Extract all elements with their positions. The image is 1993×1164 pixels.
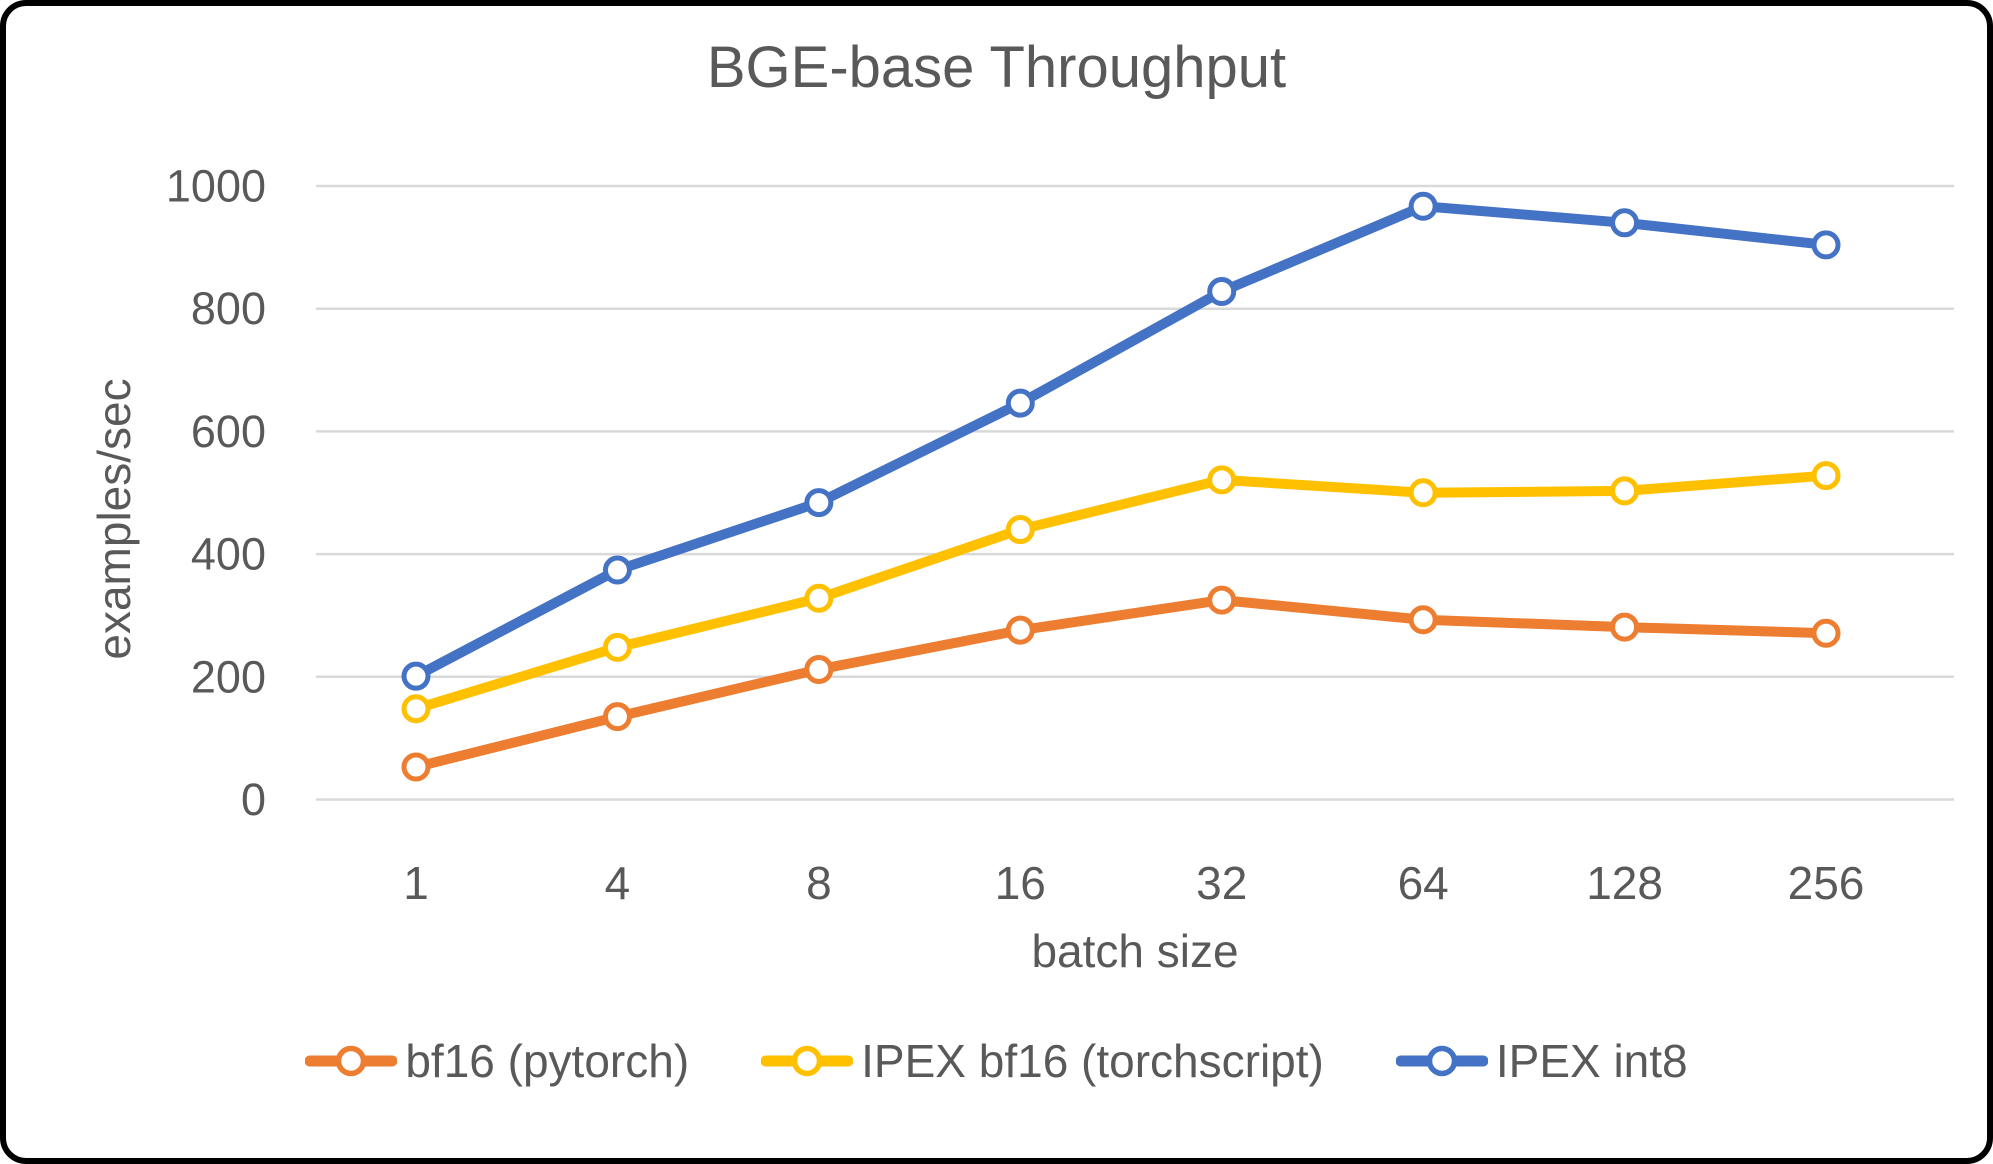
series-line-ipex-bf16-torchscript bbox=[411, 470, 1832, 714]
data-point-marker-ipex-bf16-torchscript bbox=[1005, 515, 1035, 545]
data-point-marker-ipex-int8 bbox=[1408, 191, 1438, 221]
data-point-marker-ipex-int8 bbox=[401, 661, 431, 691]
y-tick-label: 0 bbox=[241, 774, 266, 825]
data-point-marker-ipex-int8 bbox=[1811, 230, 1841, 260]
legend-label: bf16 (pytorch) bbox=[405, 1035, 690, 1087]
data-point-marker-bf16-pytorch bbox=[1005, 615, 1035, 645]
data-point-marker-ipex-bf16-torchscript bbox=[602, 632, 632, 662]
x-tick-label: 16 bbox=[995, 857, 1046, 909]
x-tick-label: 1 bbox=[403, 857, 429, 909]
series-line-bf16-pytorch bbox=[411, 595, 1832, 772]
data-point-marker-bf16-pytorch bbox=[1408, 605, 1438, 635]
data-point-marker-ipex-int8 bbox=[1207, 277, 1237, 307]
legend-line-marker-icon bbox=[761, 1045, 854, 1077]
x-tick-label: 8 bbox=[806, 857, 832, 909]
x-tick-label: 32 bbox=[1196, 857, 1247, 909]
data-point-marker-ipex-int8 bbox=[602, 555, 632, 585]
legend-item-bf16-pytorch: bf16 (pytorch) bbox=[305, 1034, 689, 1088]
y-tick-label: 800 bbox=[191, 283, 266, 334]
y-tick-label: 400 bbox=[191, 529, 266, 580]
y-tick-label: 600 bbox=[191, 406, 266, 457]
data-point-marker-bf16-pytorch bbox=[401, 752, 431, 782]
legend-item-ipex-int8: IPEX int8 bbox=[1395, 1034, 1688, 1088]
data-point-marker-ipex-bf16-torchscript bbox=[804, 583, 834, 613]
data-point-marker-bf16-pytorch bbox=[1207, 585, 1237, 615]
data-point-marker-ipex-bf16-torchscript bbox=[1610, 476, 1640, 506]
data-point-marker-ipex-int8 bbox=[804, 488, 834, 518]
legend-line-marker-icon bbox=[305, 1045, 398, 1077]
data-point-marker-ipex-bf16-torchscript bbox=[1811, 461, 1841, 491]
y-tick-label: 1000 bbox=[166, 161, 266, 212]
data-point-marker-ipex-int8 bbox=[1005, 388, 1035, 418]
legend-line-marker-icon bbox=[1395, 1045, 1488, 1077]
x-tick-label: 4 bbox=[605, 857, 631, 909]
x-tick-label: 64 bbox=[1398, 857, 1449, 909]
chart-title: BGE-base Throughput bbox=[706, 35, 1287, 100]
data-point-marker-ipex-bf16-torchscript bbox=[1207, 465, 1237, 495]
legend-label: IPEX bf16 (torchscript) bbox=[861, 1035, 1324, 1087]
data-point-marker-bf16-pytorch bbox=[804, 654, 834, 684]
y-tick-label: 200 bbox=[191, 651, 266, 702]
x-axis-title: batch size bbox=[1031, 925, 1239, 977]
x-tick-label: 128 bbox=[1586, 857, 1663, 909]
legend: bf16 (pytorch) IPEX bf16 (torchscript) I… bbox=[6, 1034, 1987, 1088]
plot-area: 0 200 400 600 800 1000 1 4 8 16 32 64 128 256 bbox=[166, 161, 1954, 909]
legend-item-ipex-bf16-torchscript: IPEX bf16 (torchscript) bbox=[761, 1034, 1324, 1088]
x-tick-label: 256 bbox=[1788, 857, 1865, 909]
data-point-marker-ipex-bf16-torchscript bbox=[1408, 478, 1438, 508]
data-point-marker-ipex-bf16-torchscript bbox=[401, 694, 431, 724]
data-point-marker-bf16-pytorch bbox=[1811, 618, 1841, 648]
data-point-marker-ipex-int8 bbox=[1610, 208, 1640, 238]
data-point-marker-bf16-pytorch bbox=[1610, 612, 1640, 642]
series-line-ipex-int8 bbox=[411, 201, 1832, 682]
data-point-marker-bf16-pytorch bbox=[602, 702, 632, 732]
legend-label: IPEX int8 bbox=[1495, 1035, 1688, 1087]
